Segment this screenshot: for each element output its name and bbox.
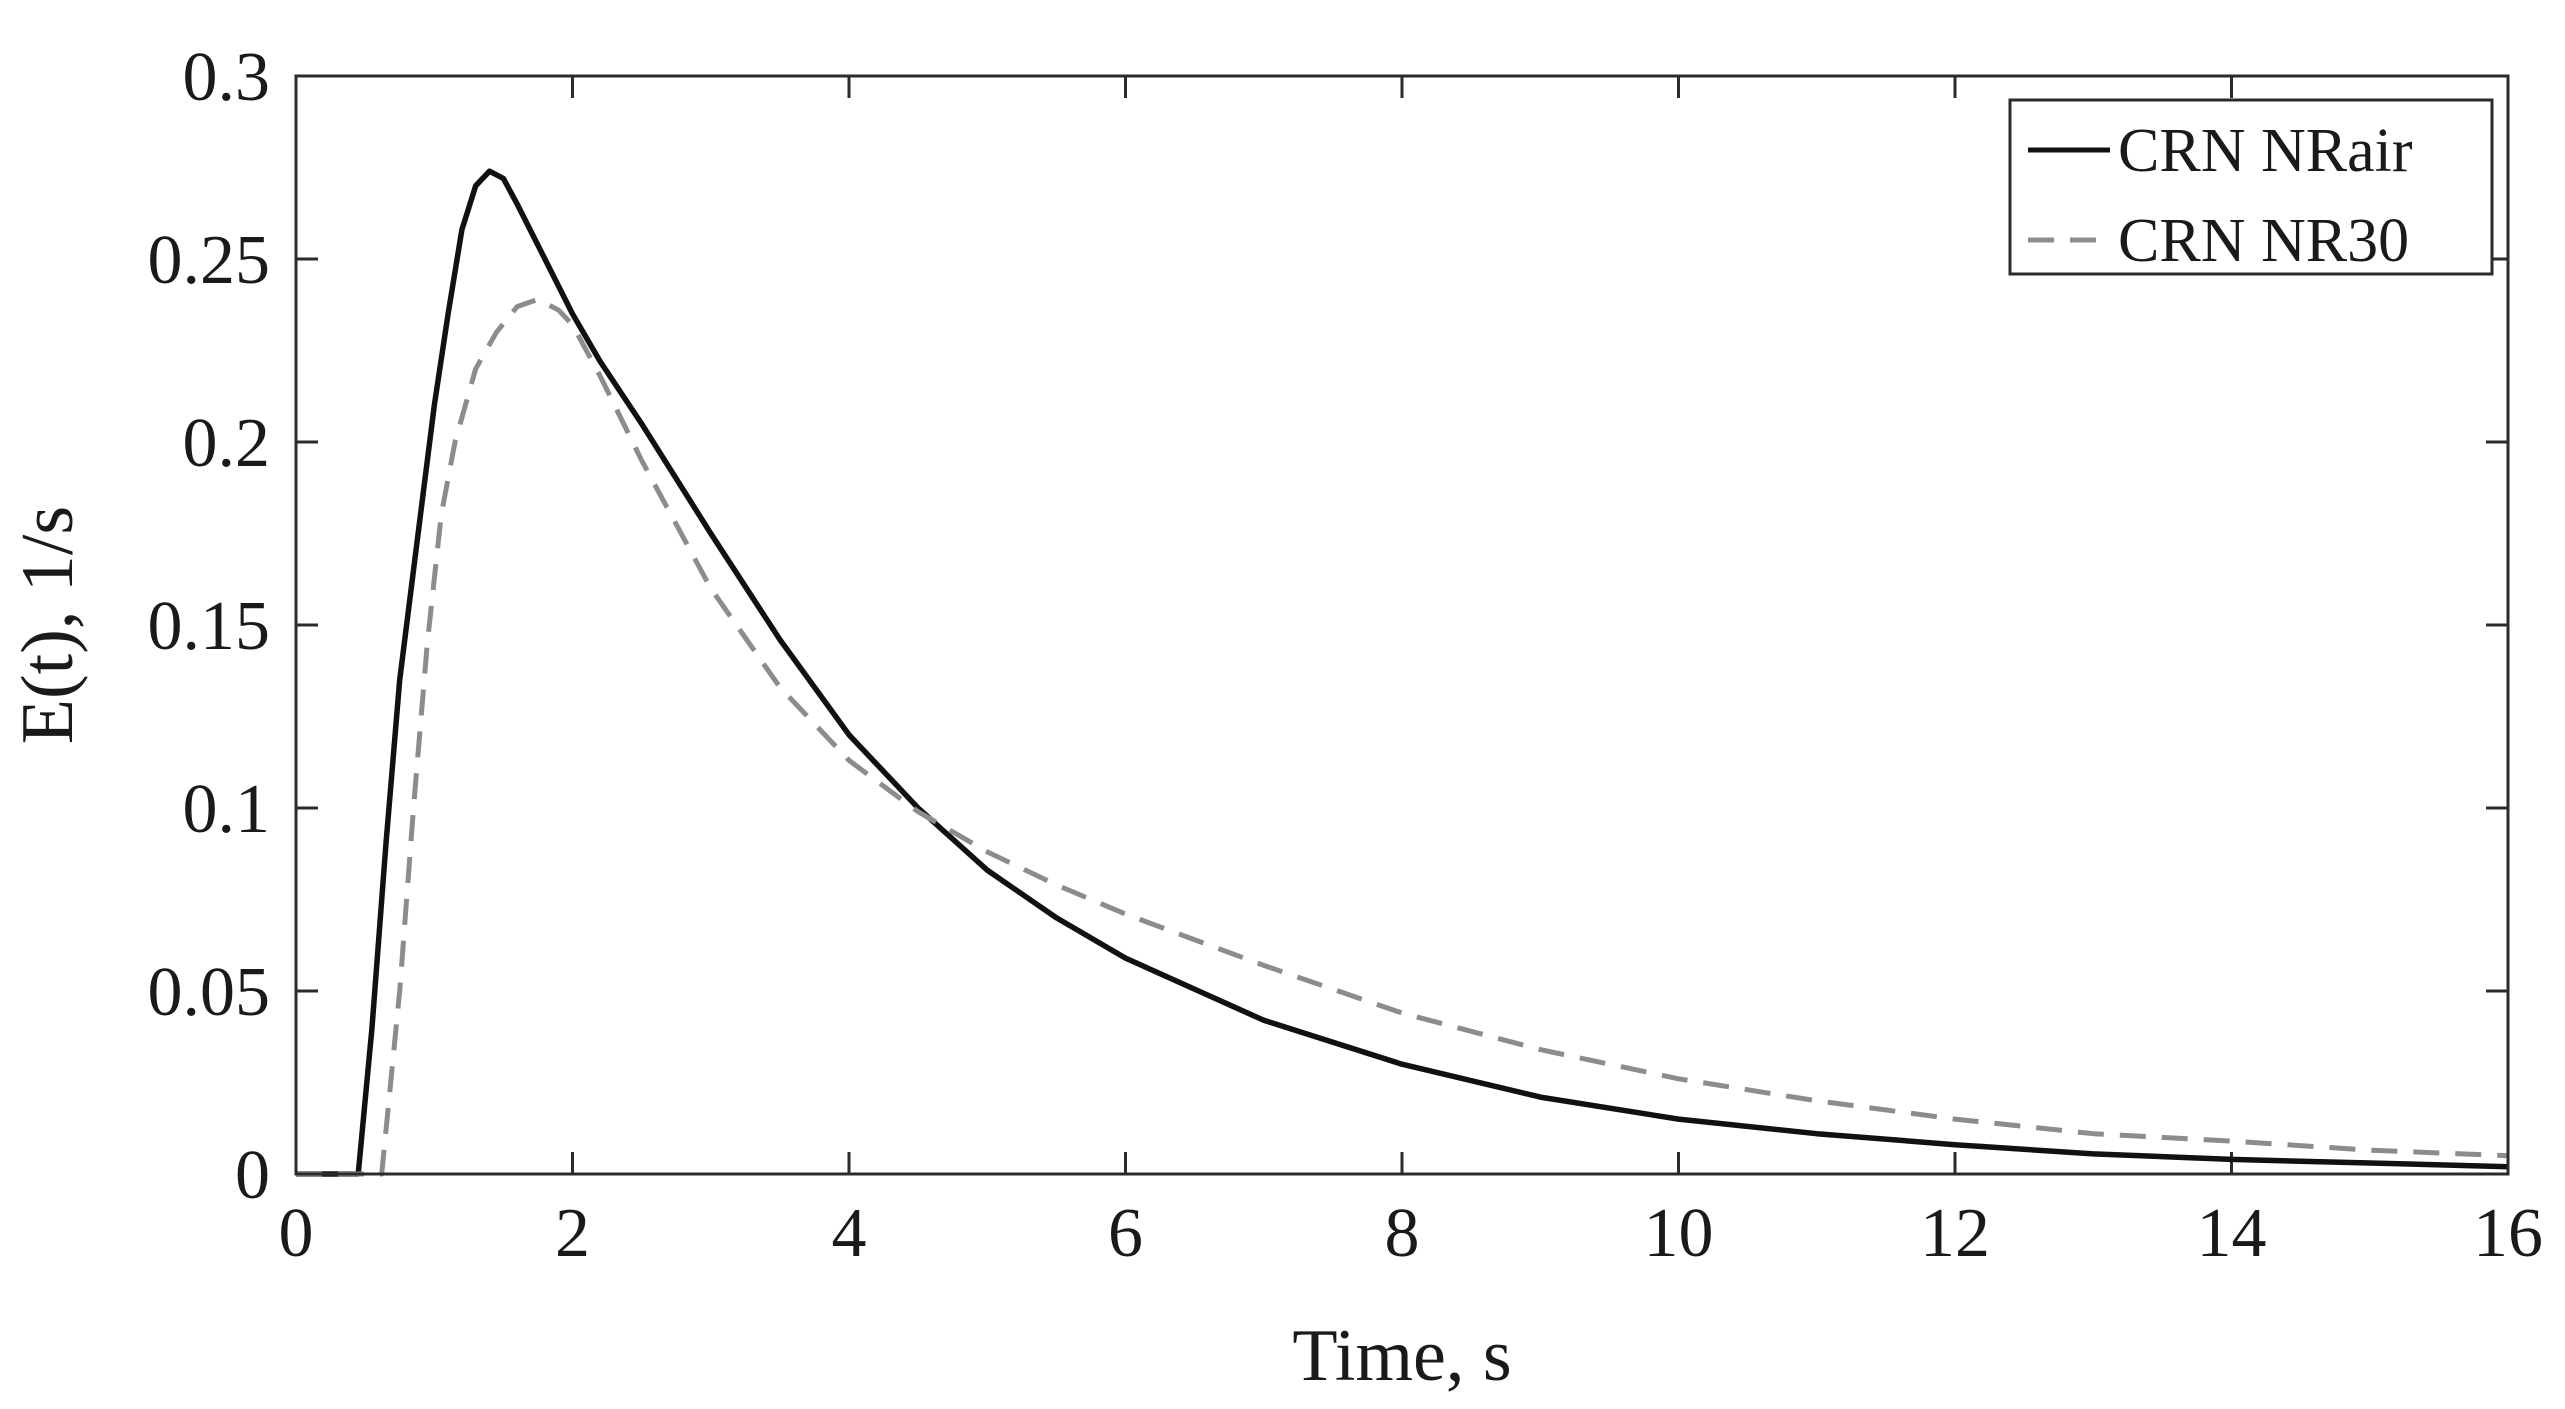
x-tick-label: 10 [1644,1195,1714,1272]
legend-label-crn-nrair: CRN NRair [2118,117,2413,185]
series-line-0 [296,168,2509,1177]
x-tick-label: 8 [1385,1195,1420,1272]
y-tick-label: 0.2 [183,405,271,482]
legend: CRN NRair CRN NR30 [2008,98,2494,276]
y-tick-label: 0.1 [183,771,271,848]
x-tick-label: 16 [2473,1195,2543,1272]
x-tick-label: 14 [2197,1195,2267,1272]
y-axis-title: E(t), 1/s [7,506,89,744]
y-tick-label: 0.05 [148,954,271,1031]
y-tick-label: 0.3 [183,39,271,116]
legend-label-crn-nr30: CRN NR30 [2118,207,2409,275]
x-axis-title: Time, s [1292,1315,1511,1397]
x-tick-label: 2 [555,1195,590,1272]
x-tick-label: 4 [832,1195,867,1272]
legend-box [2008,98,2494,276]
y-tick-label: 0.25 [148,222,271,299]
y-tick-label: 0.15 [148,588,271,665]
tick-labels: 0 2 4 6 8 10 12 14 16 0 0.05 0.1 0.15 0.2 0.25 0.3 [148,39,2544,1272]
series-line-1 [296,296,2509,1177]
x-tick-label: 0 [279,1195,314,1272]
x-tick-label: 12 [1920,1195,1990,1272]
y-tick-label: 0 [235,1137,270,1214]
plot-area-frame [294,74,2510,1176]
x-tick-label: 6 [1108,1195,1143,1272]
series-layer [296,168,2509,1177]
